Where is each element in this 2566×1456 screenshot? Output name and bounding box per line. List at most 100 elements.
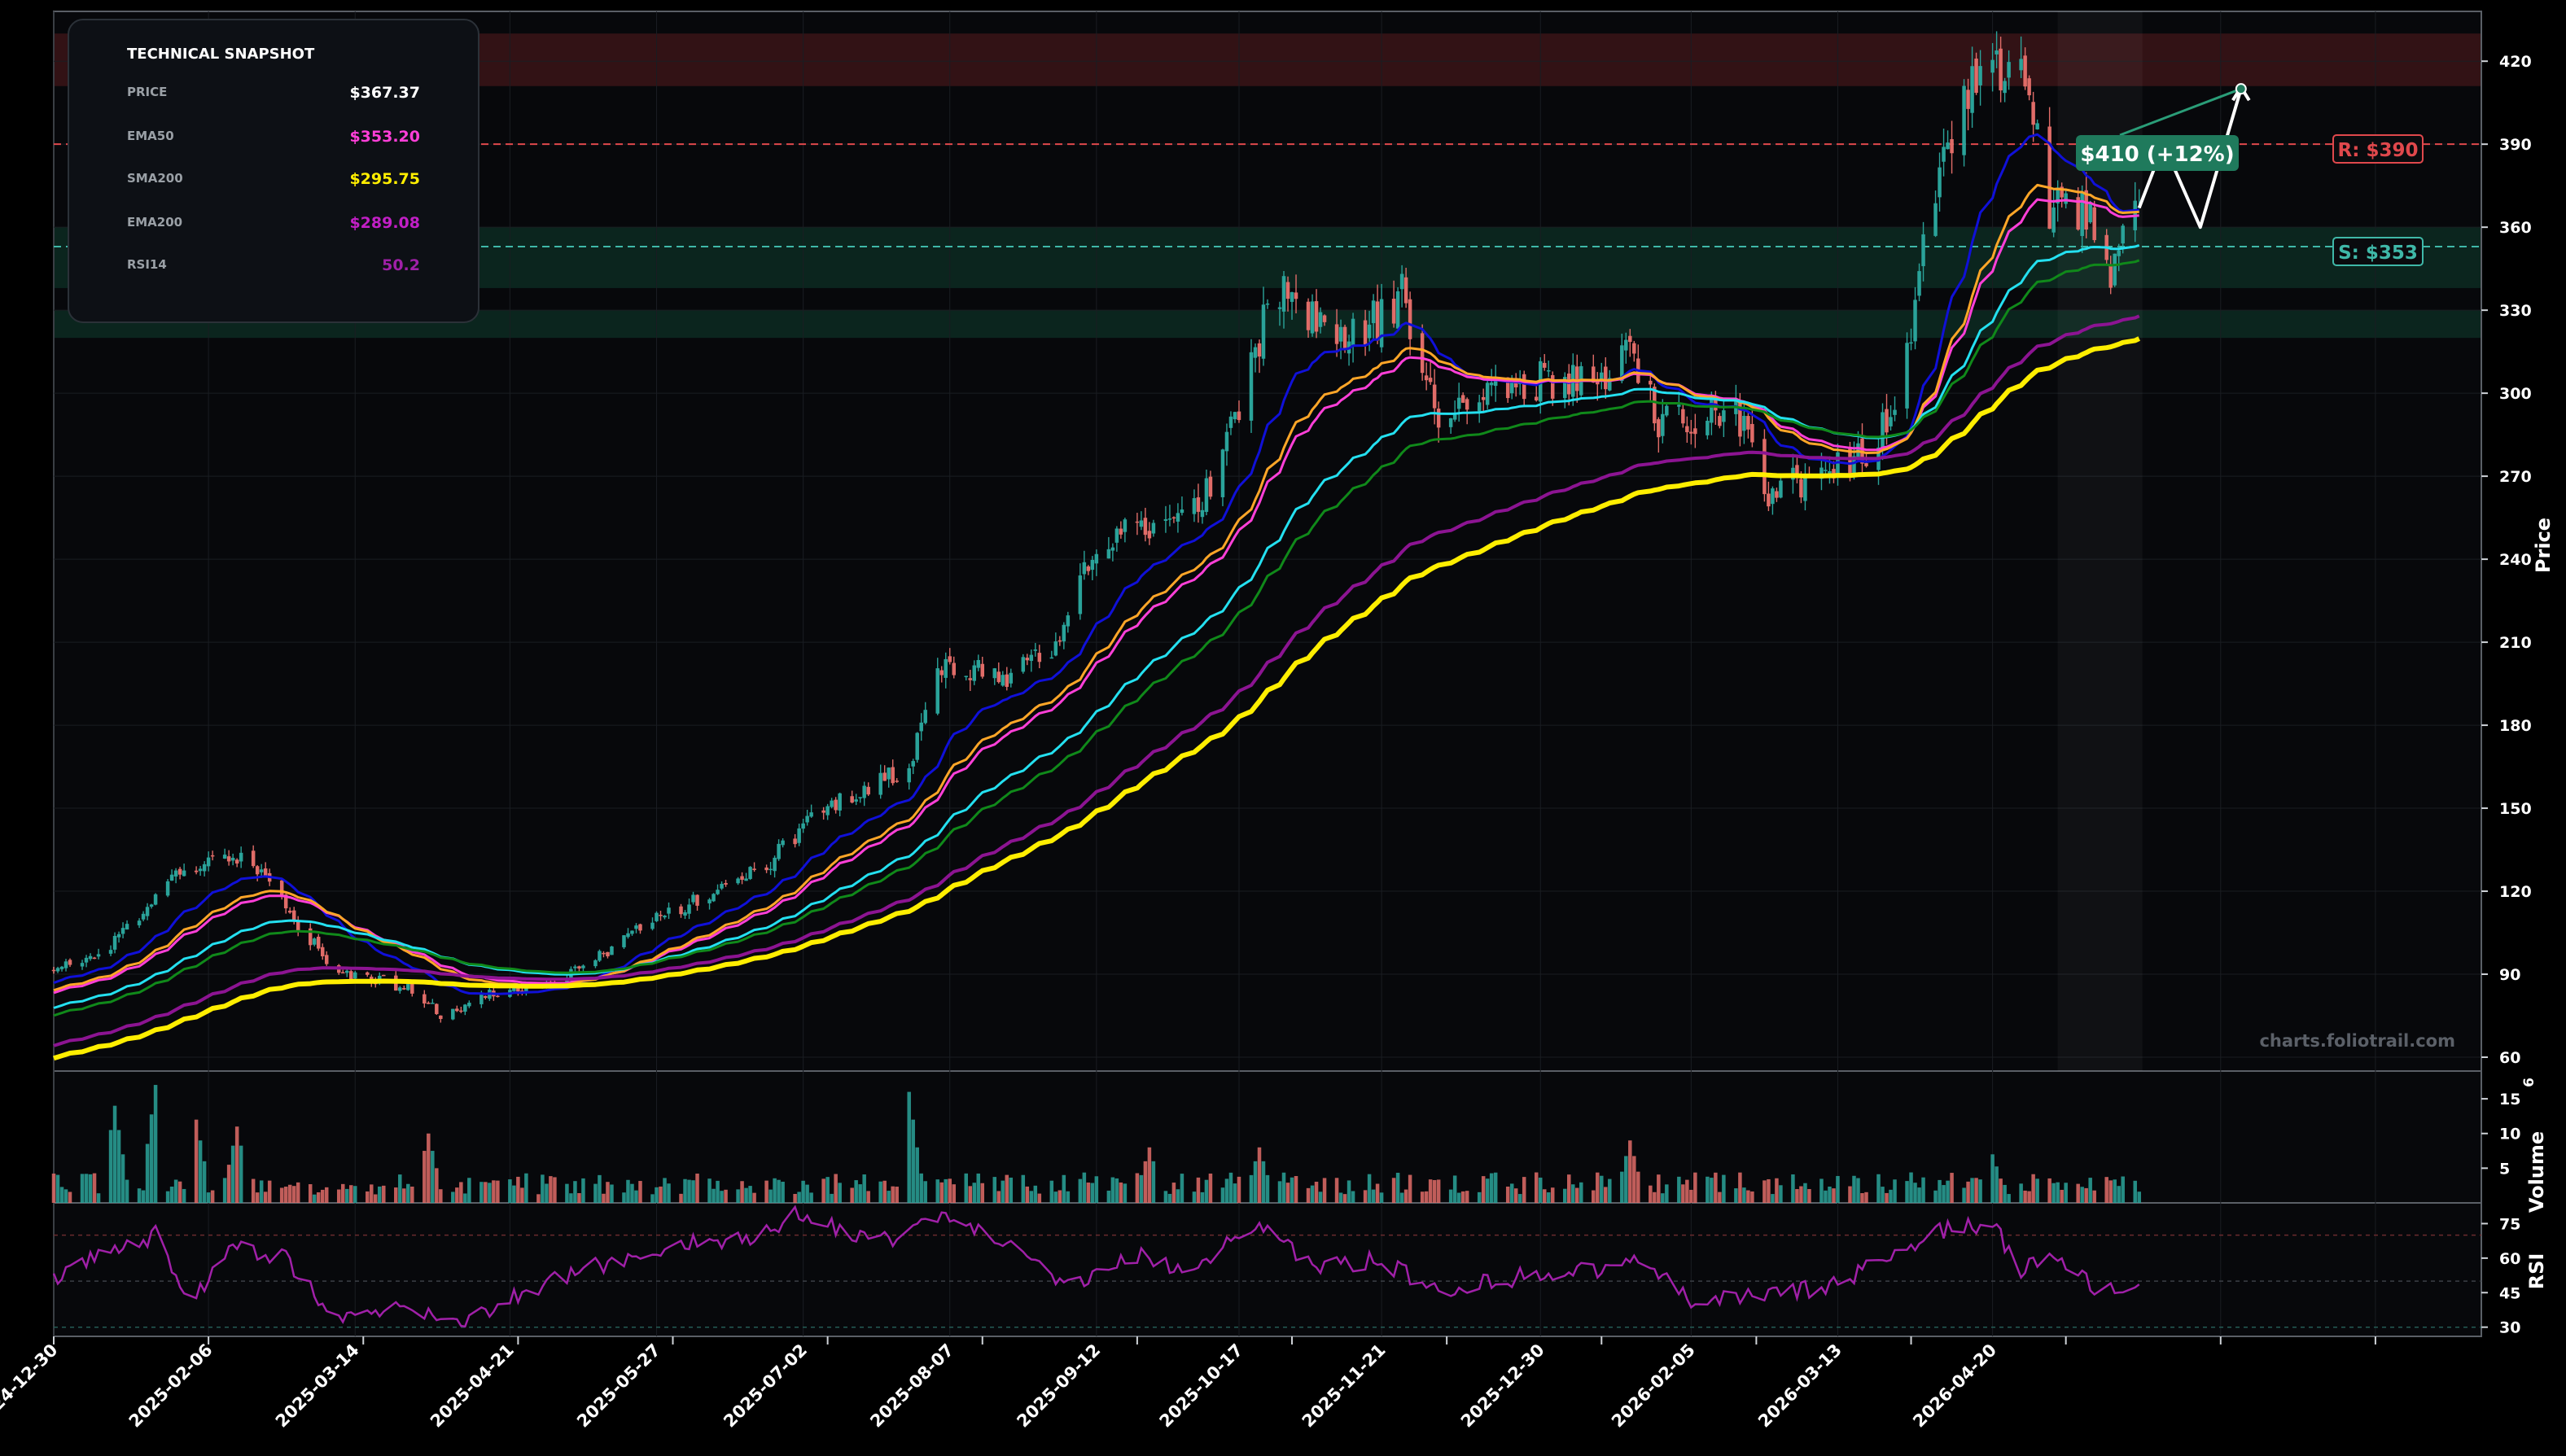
candle-body <box>2056 187 2060 203</box>
volume-bar <box>952 1184 956 1203</box>
volume-bar <box>581 1178 585 1203</box>
candle-body <box>1962 85 1966 155</box>
volume-bar <box>291 1186 296 1203</box>
volume-bar <box>2060 1189 2064 1203</box>
target-badge: $410 (+12%) <box>2076 83 2247 171</box>
volume-bar <box>2007 1194 2011 1203</box>
volume-bar <box>724 1189 728 1203</box>
volume-bar <box>2104 1177 2108 1203</box>
volume-bar <box>1799 1186 1803 1203</box>
candle-body <box>366 972 370 975</box>
candle-body <box>2088 203 2092 223</box>
volume-bar <box>2019 1183 2023 1203</box>
volume-bar <box>781 1181 785 1203</box>
candle-body <box>655 912 659 921</box>
volume-bar <box>1710 1178 1714 1203</box>
candle-body <box>915 732 919 760</box>
volume-bar <box>1290 1177 1294 1203</box>
candle-body <box>1106 549 1111 559</box>
candle-body <box>2023 55 2027 87</box>
volume-bar <box>777 1179 781 1203</box>
volume-bar <box>825 1177 830 1203</box>
volume-bar <box>1562 1188 1567 1203</box>
volume-bar <box>1978 1179 1982 1203</box>
volume-bar <box>488 1183 492 1203</box>
volume-bar <box>366 1191 370 1203</box>
candle-body <box>752 868 756 871</box>
candle-body <box>748 867 752 879</box>
candle-body <box>866 786 870 795</box>
candle-body <box>1628 335 1632 343</box>
volume-bar <box>919 1173 923 1203</box>
price-tick-label: 90 <box>2499 966 2520 984</box>
volume-bar <box>182 1188 186 1203</box>
snapshot-label-price: PRICE <box>127 85 167 99</box>
volume-bar <box>1119 1182 1123 1203</box>
candle-body <box>1522 374 1526 400</box>
volume-bar <box>1999 1178 2003 1203</box>
candle-body <box>239 852 243 862</box>
candle-body <box>63 961 68 968</box>
candle-body <box>907 767 911 783</box>
candle-body <box>1114 528 1119 543</box>
candle-body <box>145 907 150 916</box>
candle-body <box>120 928 125 934</box>
candle-body <box>1176 513 1180 522</box>
volume-bar <box>463 1193 467 1203</box>
volume-bar <box>1001 1180 1005 1203</box>
volume-bar <box>1375 1183 1380 1203</box>
candle-body <box>1824 470 1828 471</box>
candle-body <box>2019 59 2023 71</box>
volume-bar <box>707 1178 712 1203</box>
volume-bar <box>887 1191 891 1203</box>
volume-bar <box>1037 1193 1042 1203</box>
volume-bar <box>2031 1174 2035 1203</box>
volume-bar <box>508 1179 512 1203</box>
volume-bar <box>340 1183 345 1203</box>
candle-body <box>1775 491 1779 498</box>
volume-bar <box>1592 1190 1596 1203</box>
candle-body <box>1477 402 1482 412</box>
volume-bar <box>68 1191 72 1203</box>
volume-bar <box>1762 1180 1767 1203</box>
volume-bar <box>1066 1191 1071 1203</box>
volume-bar <box>593 1183 598 1203</box>
candle-body <box>1693 428 1697 435</box>
volume-bar <box>1403 1189 1408 1203</box>
snapshot-label-rsi14: RSI14 <box>127 257 167 272</box>
volume-bar <box>206 1192 211 1203</box>
volume-bar <box>683 1178 687 1203</box>
volume-bar <box>149 1114 154 1203</box>
candle-body <box>169 874 174 881</box>
volume-bar <box>1285 1183 1290 1203</box>
volume-bar <box>1848 1186 1852 1203</box>
candle-body <box>1767 493 1771 507</box>
volume-bar <box>1893 1179 1897 1203</box>
candle-body <box>610 946 614 955</box>
candle-body <box>821 810 825 813</box>
candle-body <box>182 870 186 877</box>
volume-bar <box>793 1193 797 1203</box>
volume-bar <box>153 1085 158 1203</box>
volume-bar <box>1534 1172 1539 1203</box>
candle-body <box>141 913 146 920</box>
volume-bar <box>1517 1194 1522 1203</box>
candle-body <box>695 894 699 906</box>
volume-bar <box>1367 1174 1372 1203</box>
candle-body <box>1290 292 1294 302</box>
volume-bar <box>895 1187 899 1203</box>
volume-bar <box>1208 1173 1213 1203</box>
volume-bar <box>116 1130 121 1203</box>
rsi-line <box>52 1205 2140 1328</box>
volume-bar <box>1171 1183 1176 1203</box>
volume-bar <box>496 1180 500 1203</box>
resistance-badge: R: $390 <box>2332 134 2424 164</box>
candle-body <box>968 678 973 680</box>
volume-bar <box>1110 1177 1115 1203</box>
candle-body <box>431 1003 435 1004</box>
volume-bar <box>324 1187 329 1203</box>
volume-bar <box>1693 1172 1697 1203</box>
candle-body <box>1338 326 1343 342</box>
candle-body <box>1009 672 1014 684</box>
volume-bar <box>748 1186 752 1203</box>
